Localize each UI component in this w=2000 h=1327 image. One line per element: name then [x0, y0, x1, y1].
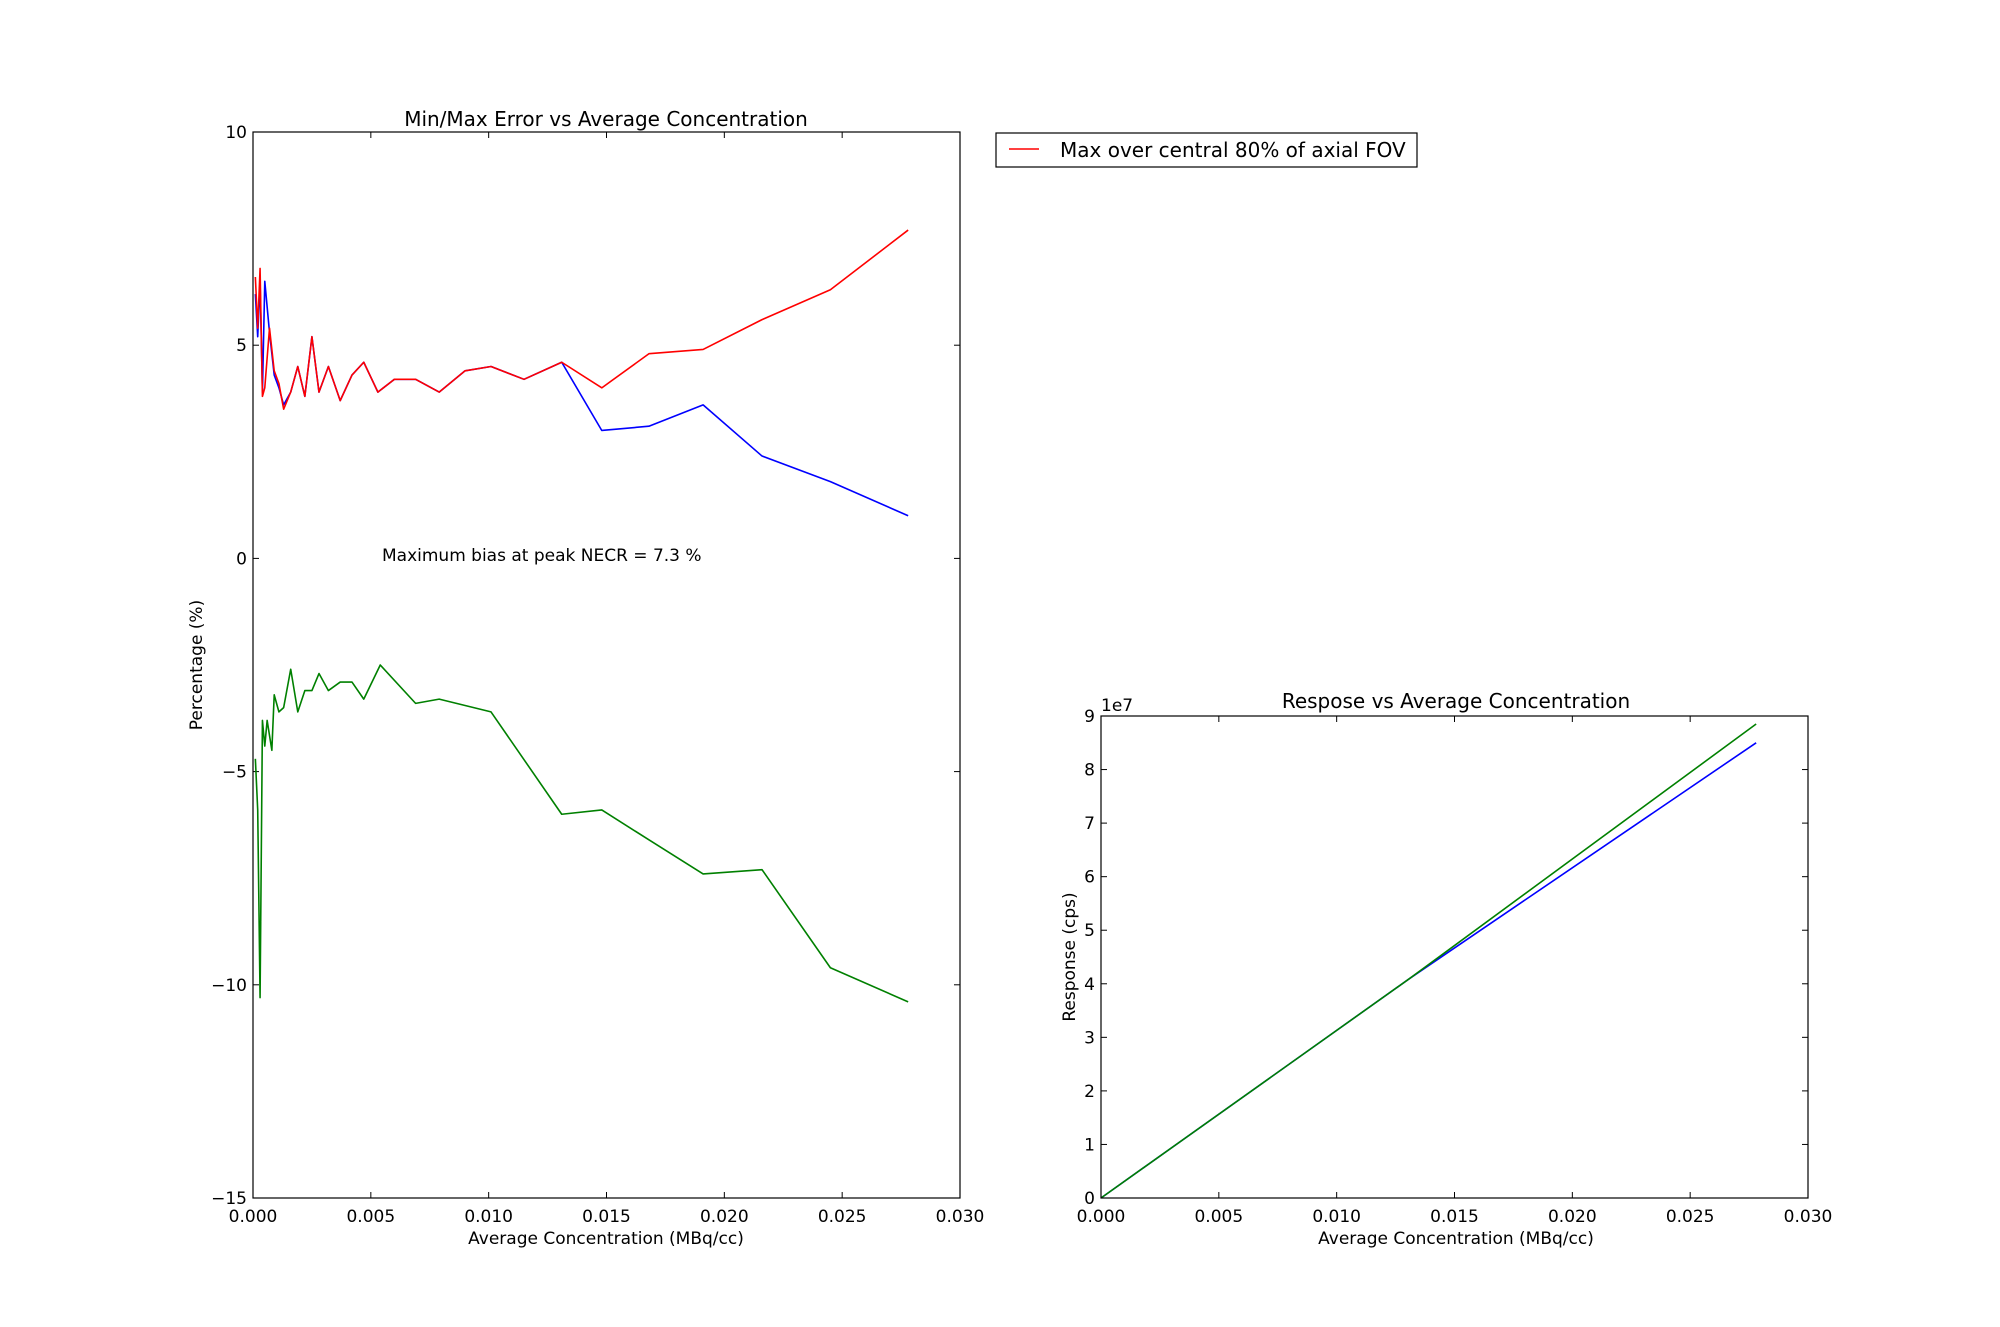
- legend-label-max: Max over central 80% of axial FOV: [1060, 138, 1406, 162]
- error-x-tick-label: 0.000: [229, 1207, 278, 1227]
- response-chart-ylabel: Response (cps): [1060, 892, 1080, 1021]
- error-y-tick-label: −5: [222, 763, 247, 783]
- error-chart-xlabel: Average Concentration (MBq/cc): [468, 1229, 744, 1249]
- response-chart: Respose vs Average Concentration 0.000 0.…: [1060, 689, 1832, 1249]
- error-chart-plot-area: 0.000 0.005 0.010 0.015 0.020 0.025 0.030 −15 −1…: [211, 123, 984, 1227]
- response-y-tick-label: 0: [1084, 1189, 1095, 1209]
- response-y-tick-label: 1: [1084, 1135, 1095, 1155]
- error-chart-ylabel: Percentage (%): [187, 600, 207, 730]
- response-x-tick-label: 0.015: [1430, 1207, 1479, 1227]
- bias-annotation: Maximum bias at peak NECR = 7.3 %: [382, 546, 702, 566]
- error-series-line-1: [254, 229, 909, 410]
- legend: Max over central 80% of axial FOV: [995, 132, 1418, 168]
- response-chart-frame: [1100, 715, 1809, 1199]
- response-x-tick-label: 0.000: [1077, 1207, 1126, 1227]
- response-y-tick-label: 3: [1084, 1028, 1095, 1048]
- error-x-tick-label: 0.030: [936, 1207, 985, 1227]
- response-series-line-0: [1100, 742, 1757, 1199]
- response-y-tick-label: 8: [1084, 761, 1095, 781]
- response-x-tick-label: 0.020: [1548, 1207, 1597, 1227]
- response-chart-plot-area: 0.000 0.005 0.010 0.015 0.020 0.025 0.030 0 1 2 3 4…: [1077, 707, 1833, 1227]
- response-series-line-1: [1100, 723, 1757, 1199]
- response-x-tick-label: 0.030: [1784, 1207, 1833, 1227]
- response-y-tick-label: 5: [1084, 921, 1095, 941]
- response-x-tick-label: 0.025: [1666, 1207, 1715, 1227]
- error-y-tick-label: −10: [211, 976, 247, 996]
- error-y-tick-label: 10: [225, 123, 247, 143]
- legend-box: [995, 132, 1418, 168]
- error-chart-frame: [252, 131, 961, 1199]
- response-x-tick-label: 0.010: [1312, 1207, 1361, 1227]
- error-y-tick-label: 5: [236, 336, 247, 356]
- response-y-tick-label: 4: [1084, 975, 1095, 995]
- error-x-tick-label: 0.005: [346, 1207, 395, 1227]
- error-series-line-0: [254, 280, 909, 517]
- response-x-tick-label: 0.005: [1194, 1207, 1243, 1227]
- error-chart: Min/Max Error vs Average Concentration 0…: [187, 107, 984, 1249]
- error-x-tick-label: 0.020: [700, 1207, 749, 1227]
- error-y-tick-label: −15: [211, 1189, 247, 1209]
- response-y-tick-label: 6: [1084, 868, 1095, 888]
- error-x-tick-label: 0.015: [582, 1207, 631, 1227]
- error-x-tick-label: 0.025: [818, 1207, 867, 1227]
- error-series-line-2: [254, 664, 909, 1003]
- error-x-tick-label: 0.010: [464, 1207, 513, 1227]
- response-y-multiplier: 1e7: [1101, 696, 1133, 716]
- response-chart-title: Respose vs Average Concentration: [1282, 689, 1630, 713]
- response-y-tick-label: 9: [1084, 707, 1095, 727]
- response-y-tick-label: 2: [1084, 1082, 1095, 1102]
- error-y-tick-label: 0: [236, 549, 247, 569]
- response-y-tick-label: 7: [1084, 814, 1095, 834]
- response-chart-xlabel: Average Concentration (MBq/cc): [1318, 1229, 1594, 1249]
- error-chart-title: Min/Max Error vs Average Concentration: [404, 107, 808, 131]
